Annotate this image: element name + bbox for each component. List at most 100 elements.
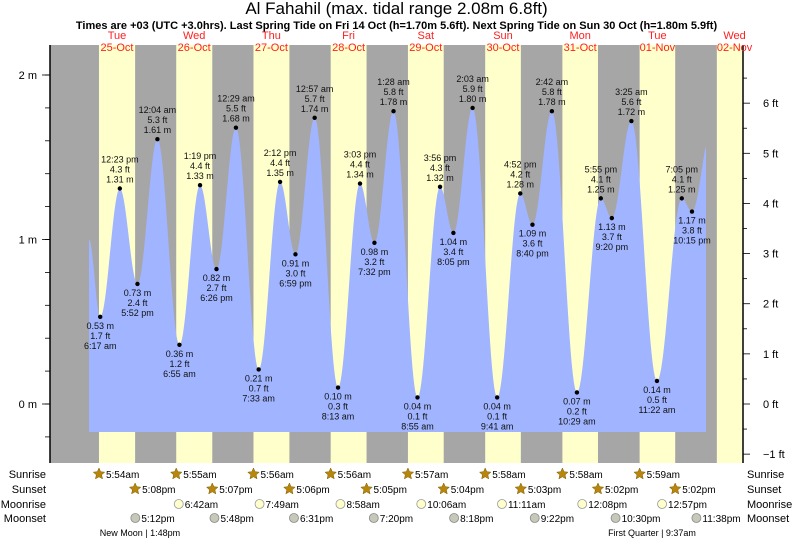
day-weekday-label: Wed [723, 30, 745, 42]
high-tide-point [679, 196, 684, 201]
tide-meters-label: 1.09 m [519, 229, 547, 239]
tide-feet-label: 4.4 ft [350, 160, 371, 170]
moonset-icon [691, 513, 702, 523]
sunset-time: 5:02pm [605, 485, 638, 496]
tide-time-label: 6:26 pm [200, 293, 233, 303]
moonset-icon [529, 513, 540, 523]
day-weekday-label: Fri [342, 30, 355, 42]
tide-time-label: 6:17 am [84, 341, 117, 351]
tide-feet-label: 0.3 ft [328, 402, 349, 412]
moonrise-time: 12:08pm [588, 500, 627, 511]
sunset-time: 5:07pm [219, 485, 252, 496]
day-date-label: 01-Nov [640, 42, 676, 54]
tide-time-label: 4:52 pm [504, 159, 537, 169]
tide-meters-label: 1.68 m [222, 114, 250, 124]
tide-feet-label: 4.3 ft [430, 163, 451, 173]
tide-meters-label: 0.73 m [124, 288, 152, 298]
tide-feet-label: 5.6 ft [621, 97, 642, 107]
sunrise-icon [169, 467, 183, 480]
moonrise-icon [173, 499, 184, 509]
moon-phase-label: First Quarter | 9:37am [608, 528, 696, 538]
low-tide-point [135, 281, 140, 287]
tide-feet-label: 5.9 ft [463, 84, 484, 94]
moonset-row-label: Moonset [747, 513, 789, 525]
moonset-time: 5:48pm [220, 514, 253, 525]
sunset-time: 5:05pm [374, 485, 407, 496]
tide-time-label: 8:13 am [322, 412, 355, 422]
moonrise-time: 8:58am [346, 500, 379, 511]
tide-meters-label: 1.25 m [587, 184, 615, 194]
day-date-label: 28-Oct [332, 42, 365, 54]
tide-feet-label: 5.8 ft [384, 87, 405, 97]
tide-feet-label: 0.1 ft [487, 411, 508, 421]
sunset-icon [514, 482, 528, 495]
astro-table: Sunrise Sunrise Sunset Sunset Moonrise Moonri… [1, 467, 792, 538]
day-date-label: 02-Nov [717, 42, 753, 54]
tide-time-label: 6:59 pm [279, 278, 312, 288]
sunrise-row-label: Sunrise [9, 469, 46, 481]
tide-time-label: 7:32 pm [358, 267, 391, 277]
moonrise-icon [497, 499, 507, 509]
day-date-label: 26-Oct [178, 42, 211, 54]
moon-phase-label: New Moon | 1:48pm [100, 528, 180, 538]
tide-feet-label: 3.8 ft [682, 226, 703, 236]
sunset-time: 5:04pm [451, 485, 484, 496]
sunrise-time: 5:58am [492, 470, 525, 481]
sunrise-time: 5:57am [415, 470, 448, 481]
right-axis-tick-label: 4 ft [763, 198, 778, 210]
tide-feet-label: 0.1 ft [407, 411, 428, 421]
low-tide-point [372, 240, 377, 245]
moonset-time: 5:12pm [141, 514, 174, 525]
sunrise-icon [324, 467, 337, 480]
sunset-icon [437, 482, 450, 495]
right-axis-tick-label: −1 ft [763, 449, 785, 461]
axes: 2 m 1 m 0 m 6 ft 5 ft 4 ft 3 ft 2 ft 1 ft 0 ft −1 … [19, 45, 785, 463]
tide-time-label: 10:15 pm [673, 236, 711, 246]
sunset-row-label: Sunset [747, 484, 781, 496]
low-tide-point [415, 395, 420, 400]
low-tide-point [494, 395, 500, 400]
high-tide-point [598, 196, 604, 201]
tide-meters-label: 0.82 m [203, 273, 231, 283]
tide-feet-label: 4.4 ft [190, 161, 211, 171]
tide-meters-label: 1.25 m [668, 184, 696, 194]
day-weekday-label: Thu [262, 30, 281, 42]
moonset-time: 10:30pm [622, 514, 661, 525]
day-date-label: 30-Oct [486, 42, 519, 54]
low-tide-point [689, 209, 695, 214]
tide-feet-label: 3.4 ft [443, 247, 464, 257]
tide-meters-label: 0.14 m [643, 385, 671, 395]
tide-feet-label: 0.7 ft [249, 383, 270, 393]
tide-time-label: 5:52 pm [121, 308, 154, 318]
right-axis-tick-label: 2 ft [763, 299, 778, 311]
chart-title: Al Fahahil (max. tidal range 2.08m 6.8ft… [245, 0, 548, 18]
day-labels: Tue25-OctWed26-OctThu27-OctFri28-OctSat2… [100, 30, 752, 54]
low-tide-point [335, 385, 341, 390]
moonrise-time: 11:11am [508, 500, 545, 511]
tide-height-area [89, 107, 706, 432]
high-tide-point [233, 125, 239, 130]
high-tide-point [197, 183, 203, 188]
sunrise-time: 5:56am [260, 470, 293, 481]
tide-feet-label: 0.2 ft [567, 406, 588, 416]
high-tide-point [277, 179, 283, 185]
moonrise-row-label: Moonrise [747, 499, 792, 511]
tide-meters-label: 1.13 m [598, 222, 626, 232]
sunrise-icon [247, 467, 260, 480]
tide-time-label: 9:41 am [481, 421, 514, 431]
day-weekday-label: Sat [418, 30, 435, 42]
tide-meters-label: 0.36 m [166, 349, 194, 359]
tide-feet-label: 5.3 ft [147, 115, 168, 125]
sunrise-icon [556, 467, 569, 480]
right-axis-tick-label: 5 ft [763, 148, 778, 160]
day-weekday-label: Tue [108, 30, 127, 42]
moonset-row-label: Moonset [4, 513, 46, 525]
tide-feet-label: 3.6 ft [522, 239, 543, 249]
tide-feet-label: 4.1 ft [591, 174, 612, 184]
sunset-time: 5:02pm [682, 485, 715, 496]
tide-feet-label: 1.7 ft [90, 331, 111, 341]
moonset-time: 7:20pm [380, 514, 413, 525]
tide-meters-label: 1.28 m [506, 179, 534, 189]
tide-feet-label: 1.2 ft [169, 359, 190, 369]
